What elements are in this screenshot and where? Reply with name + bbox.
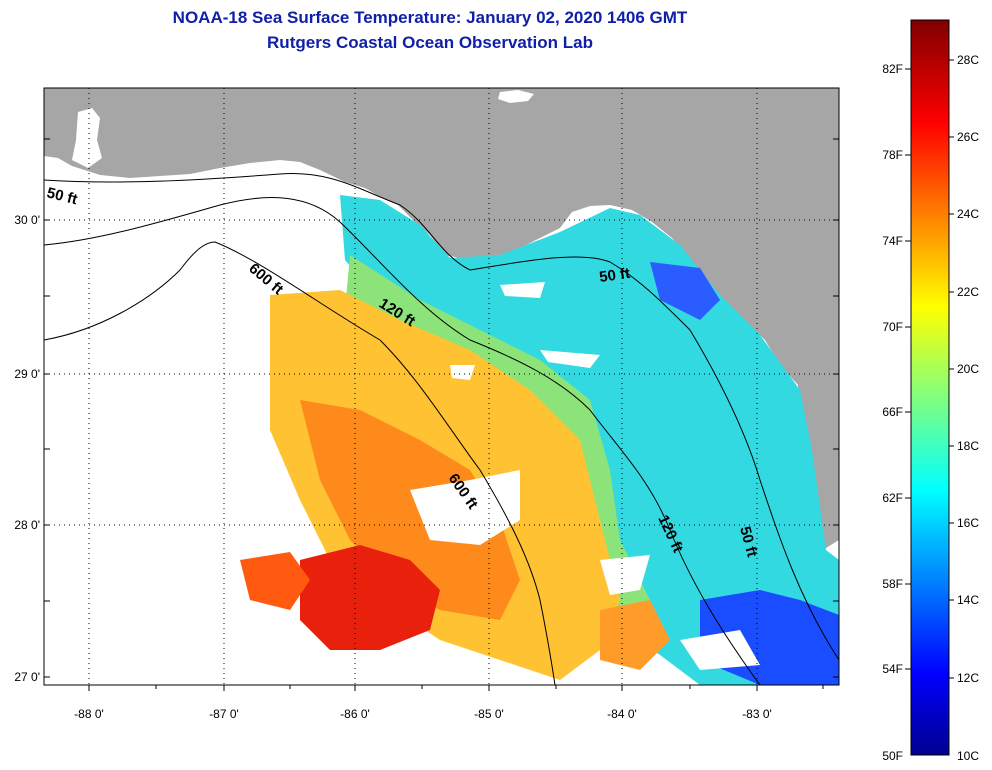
colorbar-gradient (910, 19, 950, 756)
colorbar-c-label: 22C (957, 285, 979, 299)
lon-label: -86 0' (340, 707, 370, 721)
colorbar-celsius-labels: 28C 26C 24C 22C 20C 18C 16C 14C 12C 10C (957, 53, 979, 763)
map-title: NOAA-18 Sea Surface Temperature: January… (172, 8, 688, 27)
colorbar-c-label: 24C (957, 207, 979, 221)
colorbar-f-label: 54F (882, 662, 903, 676)
colorbar-ticks (905, 59, 954, 679)
map-subtitle: Rutgers Coastal Ocean Observation Lab (267, 33, 593, 52)
colorbar-c-label: 12C (957, 671, 979, 685)
sst-hot-core (300, 545, 440, 650)
lat-label: 27 0' (14, 670, 40, 684)
lat-label: 29 0' (14, 367, 40, 381)
colorbar-f-label: 74F (882, 234, 903, 248)
colorbar-f-label: 78F (882, 148, 903, 162)
sst-orange-zone (300, 400, 520, 620)
lat-labels: 30 0' 29 0' 28 0' 27 0' (14, 213, 40, 684)
colorbar-c-label: 14C (957, 593, 979, 607)
colorbar-fahrenheit-labels: 82F 78F 74F 70F 66F 62F 58F 54F 50F (882, 62, 903, 763)
contour-120ft (44, 197, 761, 685)
inland-lake (498, 90, 534, 103)
map-frame (43, 87, 840, 686)
lon-label: -87 0' (209, 707, 239, 721)
colorbar-c-label: 18C (957, 439, 979, 453)
colorbar-c-label: 28C (957, 53, 979, 67)
cloud-gap-2 (600, 555, 650, 595)
colorbar-c-label: 16C (957, 516, 979, 530)
bathymetry-contours (44, 172, 839, 685)
lon-labels: -88 0' -87 0' -86 0' -85 0' -84 0' -83 0… (74, 707, 772, 721)
lon-label: -85 0' (474, 707, 504, 721)
sst-cold-north-patch (650, 262, 720, 320)
map-ticks (44, 138, 839, 691)
cloud-gap-3 (540, 350, 600, 368)
sst-warm-south-patch (600, 600, 670, 670)
sst-field (240, 195, 839, 685)
mobile-bay-water (72, 108, 102, 168)
lat-label: 30 0' (14, 213, 40, 227)
colorbar-f-label: 70F (882, 320, 903, 334)
land-mass (44, 88, 839, 560)
lon-label: -84 0' (607, 707, 637, 721)
lat-label: 28 0' (14, 518, 40, 532)
colorbar-f-label: 82F (882, 62, 903, 76)
colorbar-f-label: 66F (882, 405, 903, 419)
contour-label-50ft-west: 50 ft (45, 184, 79, 208)
contour-label-50ft-east: 50 ft (598, 265, 631, 286)
cloud-gap-6 (680, 630, 760, 670)
colorbar: 82F 78F 74F 70F 66F 62F 58F 54F 50F 28C … (882, 19, 979, 763)
contour-600ft (44, 241, 556, 685)
lon-label: -88 0' (74, 707, 104, 721)
colorbar-c-label: 20C (957, 362, 979, 376)
sst-hot-west-patch (240, 552, 310, 610)
colorbar-f-label: 50F (882, 749, 903, 763)
map-plot-area: 50 ft 50 ft 50 ft 120 ft 120 ft 600 ft 6… (44, 88, 839, 685)
colorbar-c-label: 26C (957, 130, 979, 144)
cloud-gap-1 (410, 470, 520, 545)
colorbar-f-label: 62F (882, 491, 903, 505)
cloud-gap-5 (500, 282, 545, 298)
contour-50ft (44, 172, 839, 661)
colorbar-f-label: 58F (882, 577, 903, 591)
colorbar-c-label: 10C (957, 749, 979, 763)
cloud-gap-4 (450, 365, 475, 380)
lon-label: -83 0' (742, 707, 772, 721)
